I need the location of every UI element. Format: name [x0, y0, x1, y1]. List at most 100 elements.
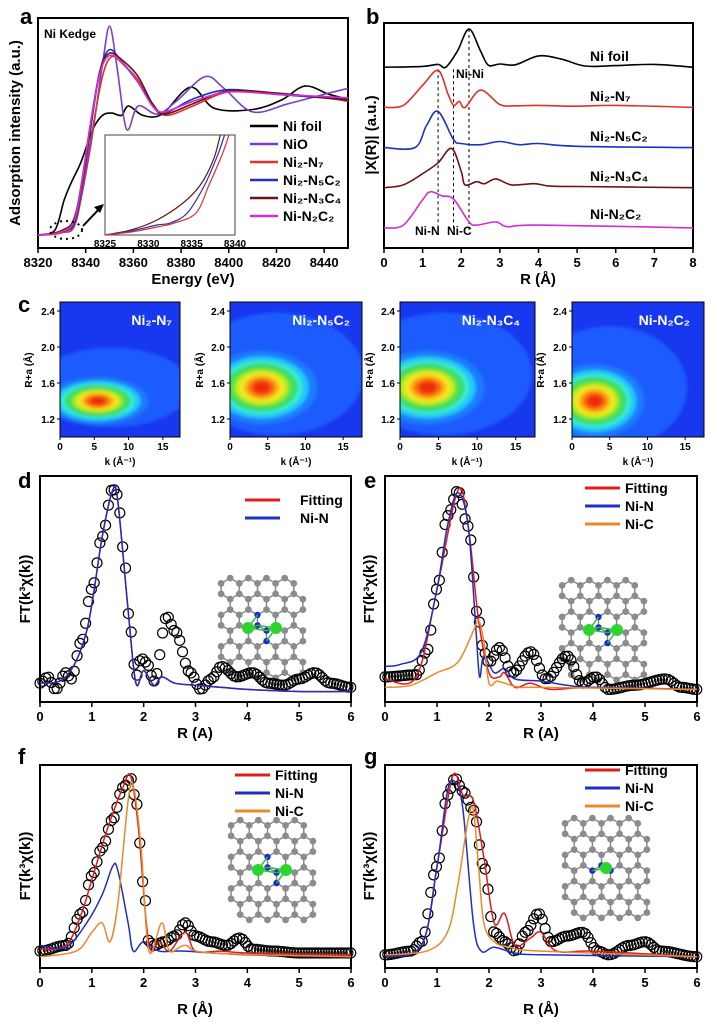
- carbon-atom: [236, 900, 244, 908]
- carbon-atom: [264, 822, 271, 829]
- data-marker: [422, 908, 434, 920]
- arrow-line: [82, 207, 101, 227]
- carbon-atom: [282, 853, 289, 861]
- data-marker: [313, 947, 325, 959]
- carbon-atom: [227, 885, 235, 892]
- carbon-atom: [570, 835, 578, 843]
- data-marker: [222, 939, 234, 951]
- carbon-atom: [245, 916, 253, 924]
- carbon-atom: [640, 660, 648, 668]
- x-tick-label: 6: [693, 975, 700, 990]
- carbon-atom: [589, 814, 596, 822]
- carbon-atom: [226, 658, 234, 666]
- carbon-atom: [589, 898, 596, 906]
- legend-d-ni-n: Ni-N: [300, 510, 329, 526]
- carbon-atom: [613, 582, 620, 589]
- data-marker: [525, 919, 537, 931]
- x-tick-label: 8440: [310, 255, 339, 270]
- nickel-atom: [242, 622, 254, 634]
- panel-letter-b: b: [366, 4, 379, 29]
- nickel-atom: [611, 624, 623, 636]
- carbon-atom: [281, 637, 289, 645]
- carbon-atom: [561, 883, 569, 890]
- data-marker: [102, 499, 115, 511]
- data-marker: [137, 653, 149, 665]
- carbon-atom: [245, 595, 252, 603]
- x-tick-label: 0: [397, 442, 403, 453]
- data-marker: [296, 947, 308, 959]
- carbon-atom: [616, 914, 623, 922]
- heatmap-contour-level: [418, 381, 437, 394]
- carbon-atom: [235, 643, 243, 650]
- panel-letter-g: g: [364, 744, 377, 769]
- carbon-atom: [567, 608, 575, 615]
- carbon-atom: [579, 851, 587, 859]
- carbon-atom: [263, 606, 270, 613]
- molecular-structure-e: [558, 576, 648, 684]
- data-marker: [333, 947, 345, 959]
- x-tick-label: 3: [192, 709, 199, 724]
- x-tick-label: 8340: [71, 255, 100, 270]
- x-tick-label: 3: [537, 709, 544, 724]
- carbon-atom: [570, 867, 578, 874]
- heatmap-Ni-N₂C₂: [572, 302, 704, 437]
- nickel-atom: [252, 864, 264, 876]
- carbon-atom: [589, 877, 596, 885]
- carbon-atom: [595, 655, 602, 663]
- carbon-atom: [631, 624, 639, 631]
- carbon-atom: [598, 893, 605, 901]
- panel-f-xlabel: R (Å): [177, 1001, 213, 1018]
- heatmap-frame: [571, 301, 705, 438]
- carbon-atom: [607, 909, 614, 916]
- data-marker: [119, 562, 132, 574]
- carbon-atom: [579, 883, 587, 890]
- carbon-atom: [558, 592, 566, 600]
- carbon-atom: [273, 816, 280, 824]
- carbon-atom: [558, 624, 566, 631]
- molecular-structure-f: [227, 816, 317, 924]
- inset-line-Ni₂-N₅C₂: [104, 134, 226, 236]
- data-marker: [288, 947, 300, 959]
- data-marker: [176, 646, 189, 658]
- carbon-atom: [567, 639, 575, 647]
- x-tick-label: 15: [157, 442, 169, 453]
- data-marker: [402, 945, 414, 957]
- data-marker: [65, 673, 77, 685]
- carbon-atom: [227, 853, 235, 861]
- inset-line-Ni₂-N₃C₄: [104, 134, 221, 236]
- fit-line-Ni-N: [384, 491, 698, 691]
- carbon-atom: [299, 595, 307, 603]
- carbon-atom: [631, 613, 639, 621]
- carbon-atom: [589, 846, 596, 853]
- carbon-atom: [300, 885, 308, 892]
- data-marker: [168, 624, 180, 637]
- data-marker: [156, 627, 169, 639]
- series-line-NiO: [37, 25, 349, 236]
- ref-label-ni-ni: Ni-Ni: [456, 67, 484, 81]
- data-marker: [154, 649, 166, 661]
- data-marker: [656, 673, 669, 685]
- series-line-Ni₂-N₃C₄: [383, 147, 694, 189]
- carbon-atom: [226, 595, 234, 603]
- carbon-atom: [589, 835, 596, 843]
- data-marker: [445, 504, 457, 516]
- carbon-atom: [640, 608, 648, 615]
- data-marker: [490, 927, 503, 940]
- data-marker: [582, 931, 594, 944]
- carbon-atom: [273, 911, 280, 918]
- data-marker: [533, 662, 546, 674]
- carbon-atom: [640, 597, 648, 605]
- data-marker: [313, 669, 325, 681]
- carbon-atom: [255, 848, 262, 855]
- carbon-atom: [290, 611, 298, 619]
- carbon-atom: [598, 830, 605, 838]
- carbon-atom: [272, 611, 279, 619]
- x-tick-label: 10: [300, 442, 312, 453]
- data-marker: [525, 646, 537, 658]
- carbon-atom: [281, 595, 289, 603]
- data-marker: [125, 626, 137, 638]
- data-marker: [519, 926, 531, 938]
- legend-f-fitting: Fitting: [275, 767, 318, 783]
- carbon-atom: [607, 877, 614, 885]
- nickel-atom: [583, 624, 595, 636]
